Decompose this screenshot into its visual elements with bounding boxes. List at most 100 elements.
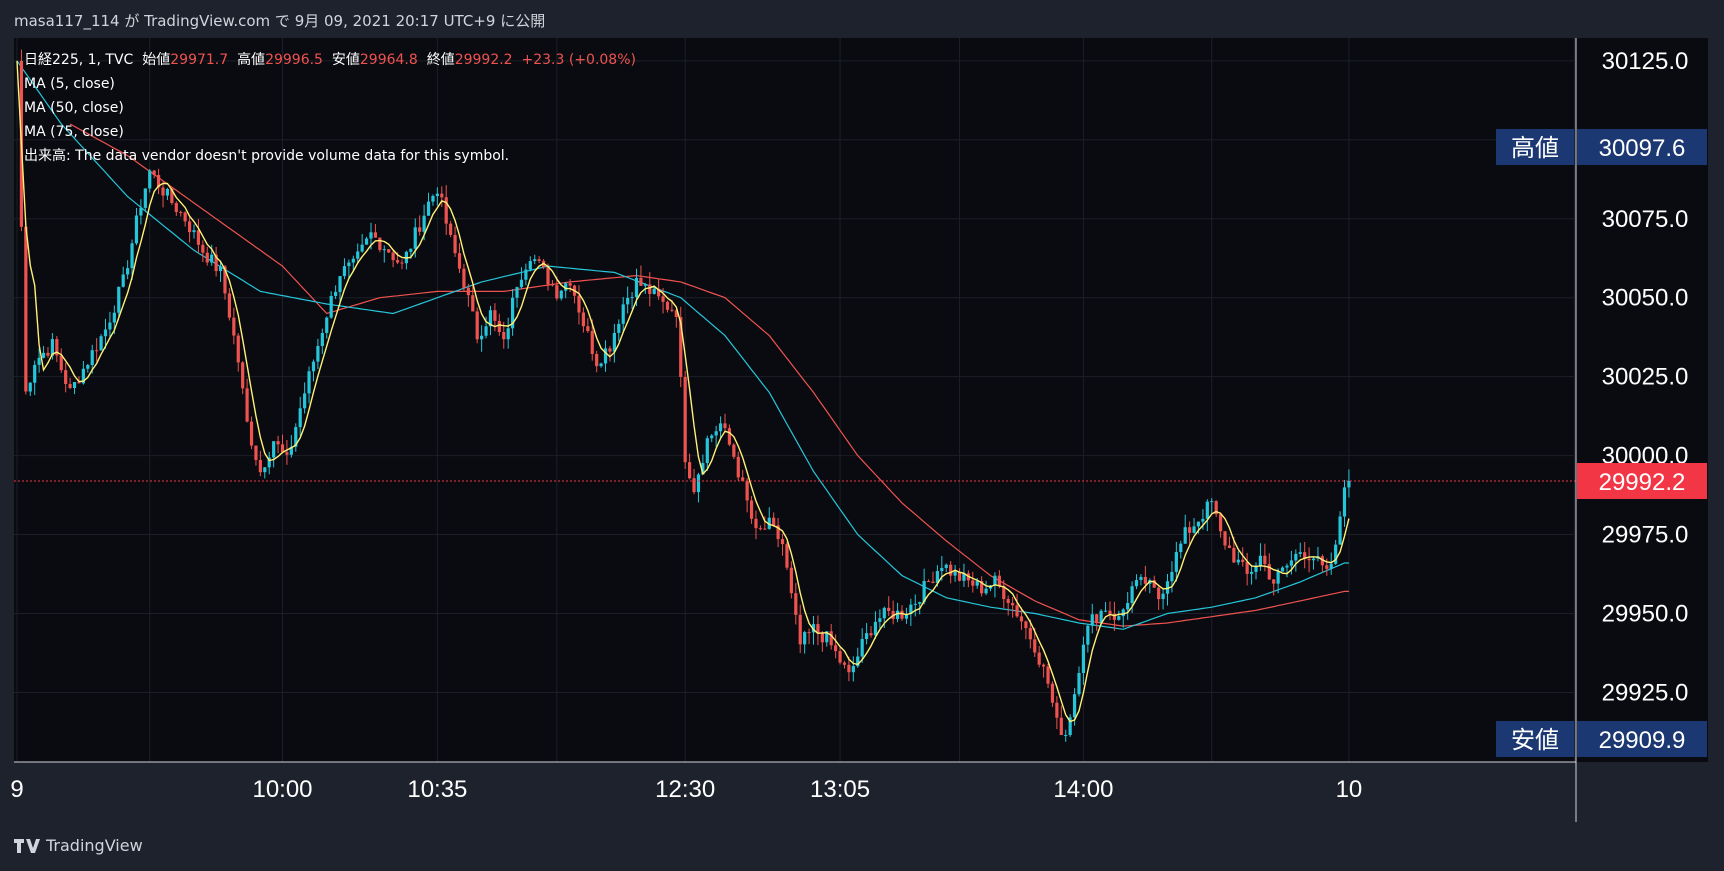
candle-body [369, 232, 373, 239]
candle-body [77, 382, 81, 384]
candle-body [210, 254, 214, 263]
high-marker: 高値 30097.6 [1496, 129, 1707, 165]
candle-body [696, 474, 701, 493]
candle-body [170, 188, 174, 204]
candle-body [727, 428, 732, 445]
candle-body [595, 353, 599, 367]
candle-body [1143, 576, 1147, 584]
candle-body [1002, 586, 1006, 599]
candle-body [130, 243, 134, 269]
candle-body [157, 174, 161, 188]
candle-body [679, 317, 683, 377]
candle-body [1254, 565, 1258, 572]
low-marker: 安値 29909.9 [1496, 721, 1707, 757]
candle-body [621, 304, 625, 324]
time-tick-label: 13:05 [810, 776, 870, 803]
candle-body [723, 423, 727, 429]
candle-body [524, 269, 528, 280]
candle-body [603, 348, 608, 364]
candle-body [1276, 571, 1280, 584]
candle-body [400, 262, 404, 264]
tradingview-logo-icon [14, 838, 40, 853]
candle-body [289, 446, 293, 455]
candle-body [634, 277, 639, 298]
candle-body [320, 333, 324, 347]
candle-body [117, 286, 121, 313]
candle-body [1139, 576, 1143, 581]
candle-body [736, 456, 740, 478]
candle-body [422, 215, 426, 232]
candle-body [192, 230, 196, 233]
candle-body [373, 232, 378, 238]
candle-body [860, 639, 864, 657]
price-axis: 30125.030075.030050.030025.030000.029975… [1602, 48, 1689, 707]
candle-body [161, 187, 165, 196]
candle-body [630, 297, 634, 299]
high-label: 高値 [237, 52, 266, 68]
candle-body [944, 564, 948, 568]
candle-body [1263, 555, 1267, 565]
candle-body [68, 384, 72, 388]
candle-body [50, 339, 54, 356]
candle-body [334, 291, 338, 296]
ma5-legend[interactable]: MA (5, close) [24, 76, 115, 92]
candle-body [435, 193, 439, 196]
candle-body [143, 188, 147, 208]
candle-body [1298, 552, 1302, 554]
last-price-value: 29992.2 [1599, 469, 1686, 496]
low-label: 安値 [1511, 727, 1559, 754]
candle-body [688, 462, 692, 479]
time-tick-label: 10 [1336, 776, 1363, 803]
price-tick-label: 30025.0 [1602, 364, 1689, 391]
candle-body [1334, 544, 1338, 564]
candle-body [519, 279, 524, 288]
candle-body [1019, 616, 1024, 622]
candle-body [1072, 694, 1077, 718]
ma50-legend[interactable]: MA (50, close) [24, 100, 124, 116]
tradingview-brand[interactable]: TradingView [14, 836, 143, 855]
candle-body [165, 188, 170, 196]
candle-body [1028, 628, 1032, 640]
candle-body [1130, 586, 1134, 604]
candle-body [1174, 552, 1178, 572]
candle-body [64, 370, 68, 385]
candle-body [1157, 587, 1161, 600]
last-price-marker: 29992.2 [1577, 463, 1707, 499]
candle-body [351, 258, 355, 263]
candle-body [511, 297, 515, 329]
candle-body [316, 346, 320, 362]
candle-body [537, 259, 541, 261]
candle-body [90, 350, 94, 366]
candle-body [1280, 567, 1285, 572]
chart-background [14, 38, 1574, 762]
candle-body [382, 249, 386, 251]
candle-body [581, 312, 585, 327]
low-value: 29964.8 [359, 52, 418, 68]
candle-body [502, 332, 506, 340]
candle-body [798, 614, 802, 645]
candle-body [457, 253, 462, 269]
candle-body [103, 329, 108, 337]
high-value-box [1577, 129, 1707, 165]
candle-body [1055, 702, 1059, 718]
volume-note: 出来高: The data vendor doesn't provide vol… [24, 148, 510, 164]
candle-body [1152, 580, 1156, 588]
candle-body [1090, 614, 1094, 626]
candle-body [533, 259, 537, 262]
time-tick-label: 14:00 [1053, 776, 1113, 803]
candle-body [431, 195, 435, 202]
candle-body [692, 478, 696, 493]
candle-body [81, 368, 85, 384]
candle-body [1006, 598, 1010, 604]
candle-body [851, 666, 855, 673]
candle-body [626, 297, 630, 305]
candle-body [780, 539, 785, 545]
candle-body [842, 662, 847, 665]
candle-body [789, 567, 793, 594]
ma75-legend[interactable]: MA (75, close) [24, 124, 124, 140]
candle-body [1232, 547, 1236, 563]
brand-label: TradingView [46, 836, 143, 855]
candle-body [1134, 580, 1139, 587]
candle-body [1285, 565, 1289, 568]
